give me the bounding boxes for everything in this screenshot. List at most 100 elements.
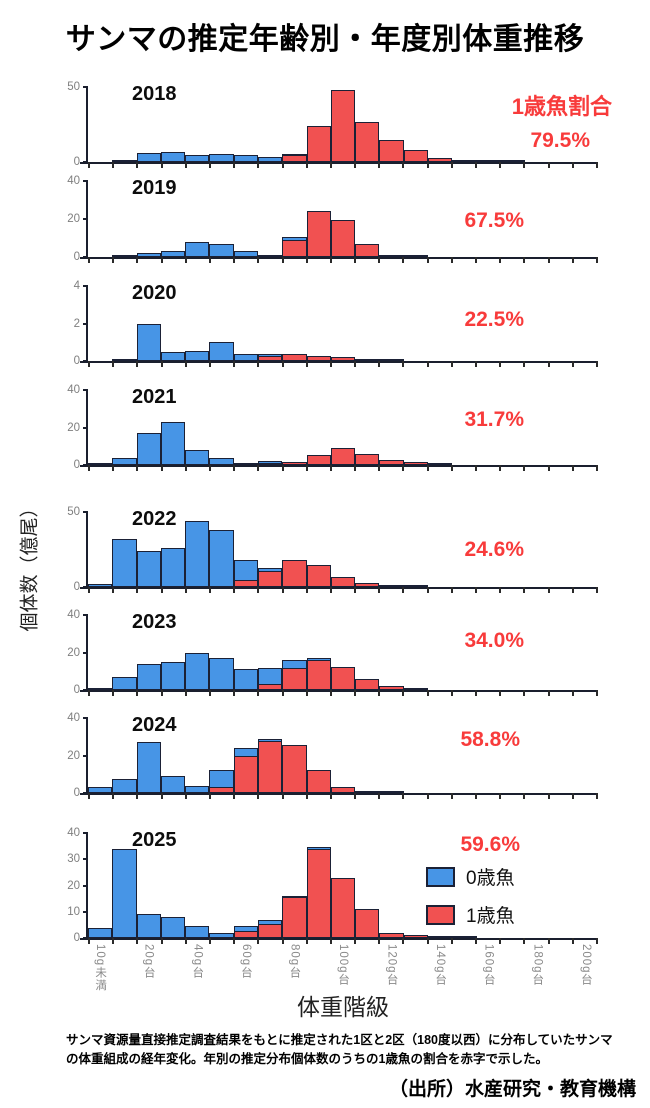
- x-tick: [378, 465, 381, 471]
- bar-age0-segment: [136, 323, 161, 361]
- x-tick: [595, 587, 598, 593]
- bar-age1-segment: [282, 745, 307, 793]
- bin-70g台: [257, 181, 283, 257]
- x-tick: [257, 465, 260, 471]
- bars-2022: [88, 512, 598, 587]
- bar-age1-segment: [379, 932, 404, 938]
- bar-age0-segment: [136, 253, 161, 257]
- bin-170g台: [500, 87, 526, 162]
- bin-180g台: [525, 833, 549, 938]
- x-axis-line: [80, 938, 598, 940]
- bar-age0-segment: [306, 658, 331, 660]
- bar-age1-segment: [355, 358, 380, 361]
- x-tick: [160, 465, 163, 471]
- bin-70g台: [257, 87, 283, 162]
- x-tick: [571, 257, 574, 263]
- bar-age0-segment: [257, 919, 283, 924]
- bin-30g台: [160, 390, 186, 465]
- bar-age0-segment: [209, 342, 234, 361]
- bar-age0-segment: [233, 251, 258, 257]
- x-tick: [378, 587, 381, 593]
- bin-130g台: [403, 181, 428, 257]
- legend-swatch-age1: [426, 904, 455, 925]
- bar-age1-segment: [379, 255, 404, 257]
- x-tick: [426, 793, 429, 799]
- x-tick: [233, 465, 236, 471]
- y-tick-mark: [83, 754, 88, 757]
- bin-80g台: [282, 390, 307, 465]
- x-tick: [329, 793, 332, 799]
- bar-age1-segment: [257, 570, 283, 587]
- bar-age0-segment: [112, 458, 137, 465]
- x-tick: [547, 587, 550, 593]
- x-tick: [233, 938, 236, 944]
- x-tick: [233, 361, 236, 367]
- x-tick: [378, 361, 381, 367]
- bar-age0-segment: [136, 551, 161, 587]
- ratio-value: 34.0%: [464, 629, 524, 652]
- bin-10g未満: [88, 718, 113, 793]
- x-axis-ticks: [88, 257, 598, 263]
- x-tick-label: 80g台: [288, 944, 301, 979]
- bin-70g台: [257, 512, 283, 587]
- x-tick: [402, 162, 405, 168]
- x-tick: [257, 587, 260, 593]
- x-tick: [112, 690, 115, 696]
- bin-10g未満: [88, 512, 113, 587]
- bin-160g台: [476, 87, 501, 162]
- x-tick: [112, 162, 115, 168]
- x-tick: [354, 162, 357, 168]
- x-tick: [595, 938, 598, 944]
- x-tick: [523, 257, 526, 263]
- bin-180g台: [525, 615, 549, 690]
- x-tick: [378, 257, 381, 263]
- bin-140g台: [428, 286, 452, 361]
- bar-age0-segment: [112, 159, 137, 162]
- x-tick: [233, 162, 236, 168]
- bar-age1-segment: [330, 448, 356, 465]
- x-tick: [354, 257, 357, 263]
- x-tick: [571, 465, 574, 471]
- bar-age0-segment: [185, 785, 210, 793]
- bar-age0-segment: [209, 769, 234, 788]
- bin-10g未満: [88, 181, 112, 257]
- ratio-value: 59.6%: [460, 833, 520, 856]
- bin-60g台: [233, 286, 258, 361]
- bin-190g台: [549, 615, 573, 690]
- x-tick: [88, 938, 90, 944]
- year-label: 2023: [132, 611, 177, 633]
- bar-age0-segment: [88, 787, 113, 793]
- x-tick: [281, 257, 284, 263]
- x-tick: [88, 162, 90, 168]
- bar-age1-segment: [427, 157, 453, 162]
- x-tick: [208, 690, 211, 696]
- x-tick: [499, 587, 502, 593]
- x-tick: [523, 465, 526, 471]
- y-tick-mark: [83, 161, 88, 163]
- y-tick-label: 0: [73, 787, 80, 799]
- bar-age0-segment: [185, 350, 210, 361]
- y-tick-label: 0: [73, 156, 80, 168]
- bar-age0-segment: [233, 926, 258, 932]
- bin-40g台: [185, 833, 210, 938]
- bar-age0-segment: [185, 241, 210, 257]
- y-tick-label: 0: [73, 684, 80, 696]
- bar-age0-segment: [209, 457, 234, 465]
- bin-30g台: [160, 181, 186, 257]
- bar-age1-segment: [282, 155, 307, 162]
- bin-100g台: [330, 615, 356, 690]
- x-tick: [402, 361, 405, 367]
- x-tick: [426, 361, 429, 367]
- bin-10g台: [112, 87, 137, 162]
- bar-age1-segment: [403, 255, 428, 257]
- bin-120g台: [379, 718, 404, 793]
- bin-90g台: [306, 87, 331, 162]
- bin-60g台: [233, 615, 258, 690]
- bin-20g台: [136, 718, 161, 793]
- x-tick: [208, 257, 211, 263]
- bar-age1-segment: [330, 666, 356, 690]
- bar-age0-segment: [112, 539, 137, 587]
- x-tick: [450, 690, 453, 696]
- bin-120g台: [379, 833, 404, 938]
- bin-80g台: [282, 512, 307, 587]
